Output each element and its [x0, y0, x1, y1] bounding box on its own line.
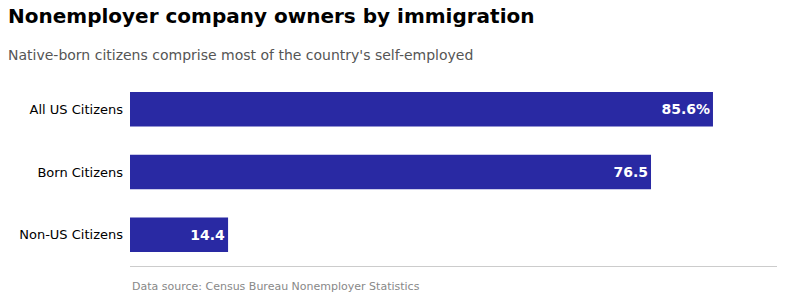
- svg-text:85.6%: 85.6%: [661, 101, 710, 117]
- svg-text:14.4: 14.4: [190, 227, 225, 243]
- svg-text:Data source: Census Bureau Non: Data source: Census Bureau Nonemployer S…: [132, 280, 420, 293]
- svg-text:Born Citizens: Born Citizens: [37, 165, 123, 180]
- svg-text:Non-US Citizens: Non-US Citizens: [19, 227, 123, 242]
- svg-text:All US Citizens: All US Citizens: [30, 102, 124, 117]
- svg-text:76.5: 76.5: [613, 164, 648, 180]
- svg-text:Nonemployer company owners by: Nonemployer company owners by immigratio…: [8, 4, 534, 28]
- svg-text:Native-born citizens comprise: Native-born citizens comprise most of th…: [8, 47, 473, 63]
